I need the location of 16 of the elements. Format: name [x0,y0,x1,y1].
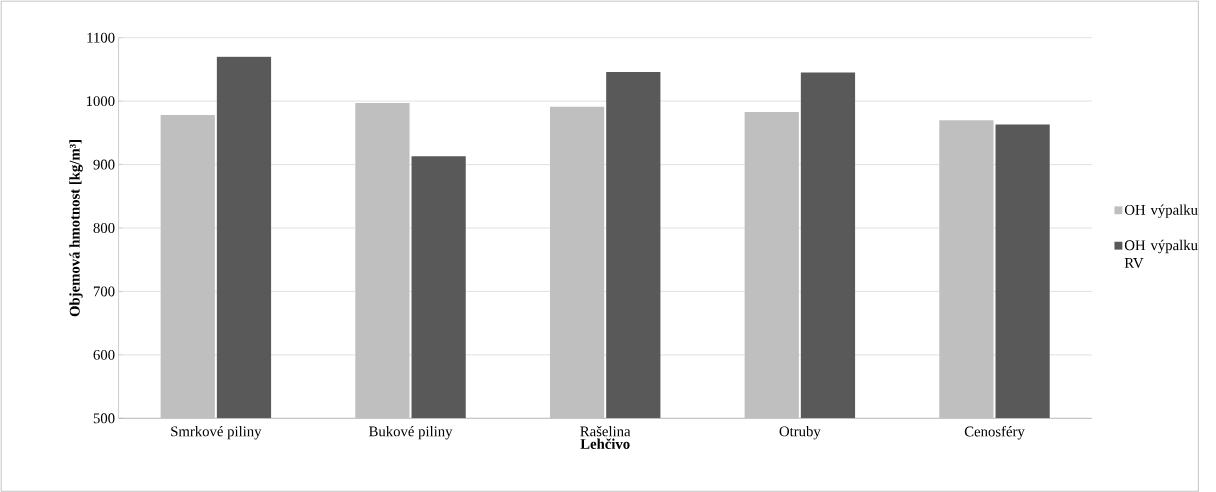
x-tick-label: Cenosféry [964,425,1025,440]
y-tick-label: 500 [93,413,115,424]
y-tick-label: 1000 [86,95,115,106]
x-tick-label: Smrkové piliny [171,425,262,440]
legend-label: OH výpalku [1124,204,1198,218]
x-tick-label: Bukové piliny [369,425,453,440]
y-tick-label: 1100 [87,32,115,43]
y-tick-label: 700 [93,286,115,297]
y-tick-label: 800 [93,222,115,233]
y-tick-label: 600 [93,349,115,360]
y-tick-label: 900 [93,159,115,170]
x-axis-title: Lehčivo [580,438,630,449]
legend-label: OH výpalku RV [1124,239,1198,268]
x-tick-label: Rašelina [580,425,631,437]
y-axis-title: Objemová hmotnost [kg/m³] [69,139,83,317]
x-tick-label: Otruby [779,425,821,440]
